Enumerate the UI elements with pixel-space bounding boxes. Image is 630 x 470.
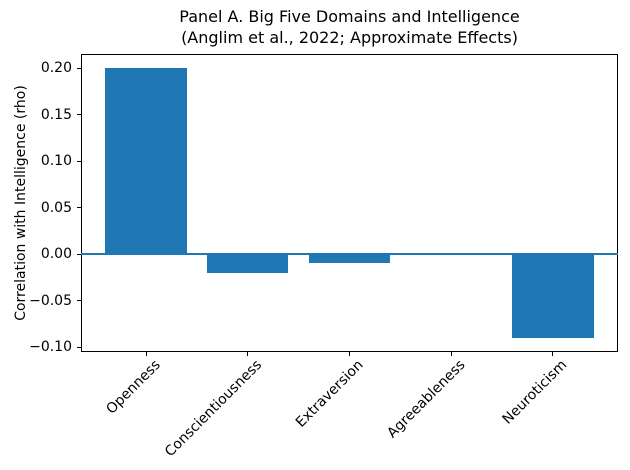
x-tick-label-openness: Openness (102, 357, 164, 418)
bar-conscientiousness (207, 254, 289, 273)
x-tick-label-neuroticism: Neuroticism (499, 357, 571, 428)
y-tick-label: 0.05 (40, 199, 72, 216)
y-tick-label: 0.10 (40, 153, 72, 170)
y-tick-label: 0.00 (40, 246, 72, 263)
x-tick-label-extraversion: Extraversion (293, 357, 367, 431)
x-tick-label-agreeableness: Agreeableness (384, 357, 469, 442)
y-tick-mark (77, 207, 81, 209)
chart-title-line2: (Anglim et al., 2022; Approximate Effect… (181, 28, 518, 47)
y-tick-mark (77, 67, 81, 69)
x-tick-mark (552, 352, 554, 356)
y-tick-mark (77, 114, 81, 115)
bar-openness (105, 68, 187, 255)
chart-title: Panel A. Big Five Domains and Intelligen… (81, 6, 618, 48)
bar-neuroticism (512, 254, 594, 338)
chart-title-line1: Panel A. Big Five Domains and Intelligen… (179, 7, 520, 26)
y-axis-label: Correlation with Intelligence (rho) (13, 85, 29, 321)
x-tick-mark (349, 352, 350, 356)
bar-extraversion (308, 254, 391, 264)
y-tick-mark (77, 160, 81, 162)
x-tick-mark (450, 352, 452, 356)
y-tick-mark (77, 346, 81, 348)
y-tick-mark (77, 253, 81, 255)
y-tick-label: −0.10 (29, 339, 72, 356)
x-tick-mark (247, 352, 249, 356)
zero-reference-line (81, 253, 618, 256)
y-tick-label: −0.05 (29, 292, 72, 309)
x-tick-mark (145, 352, 147, 356)
y-tick-label: 0.15 (40, 106, 72, 123)
x-tick-label-conscientiousness: Conscientiousness (162, 357, 266, 461)
y-tick-label: 0.20 (40, 60, 72, 76)
y-tick-mark (77, 300, 81, 302)
